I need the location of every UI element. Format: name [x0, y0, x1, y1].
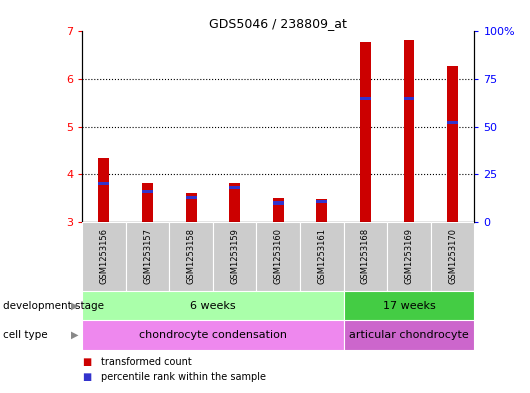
Bar — [82, 320, 343, 350]
Bar — [257, 222, 300, 291]
Bar — [300, 222, 343, 291]
Bar — [447, 66, 458, 222]
Bar — [343, 291, 474, 320]
Text: GSM1253168: GSM1253168 — [361, 228, 370, 285]
Bar — [142, 183, 153, 222]
Bar — [431, 222, 474, 291]
Title: GDS5046 / 238809_at: GDS5046 / 238809_at — [209, 17, 347, 30]
Bar — [343, 222, 387, 291]
Bar — [99, 182, 109, 185]
Text: transformed count: transformed count — [101, 356, 191, 367]
Text: GSM1253159: GSM1253159 — [230, 228, 239, 285]
Bar — [273, 198, 284, 222]
Text: ▶: ▶ — [71, 330, 78, 340]
Text: GSM1253161: GSM1253161 — [317, 228, 326, 285]
Bar — [213, 222, 257, 291]
Bar — [186, 196, 197, 199]
Bar — [447, 121, 458, 125]
Bar — [229, 183, 240, 222]
Bar — [169, 222, 213, 291]
Text: GSM1253156: GSM1253156 — [100, 228, 109, 285]
Text: 17 weeks: 17 weeks — [383, 301, 435, 310]
Bar — [403, 97, 414, 100]
Text: chondrocyte condensation: chondrocyte condensation — [139, 330, 287, 340]
Bar — [126, 222, 169, 291]
Text: ■: ■ — [82, 356, 91, 367]
Text: GSM1253170: GSM1253170 — [448, 228, 457, 285]
Text: percentile rank within the sample: percentile rank within the sample — [101, 372, 266, 382]
Text: cell type: cell type — [3, 330, 47, 340]
Bar — [229, 186, 240, 189]
Text: articular chondrocyte: articular chondrocyte — [349, 330, 469, 340]
Bar — [316, 199, 328, 222]
Bar — [360, 97, 371, 100]
Bar — [142, 190, 153, 193]
Bar — [387, 222, 431, 291]
Bar — [82, 222, 126, 291]
Bar — [360, 42, 371, 222]
Bar — [316, 200, 328, 203]
Bar — [403, 40, 414, 222]
Text: development stage: development stage — [3, 301, 104, 310]
Text: ■: ■ — [82, 372, 91, 382]
Text: GSM1253169: GSM1253169 — [404, 228, 413, 285]
Text: GSM1253157: GSM1253157 — [143, 228, 152, 285]
Bar — [99, 158, 109, 222]
Bar — [186, 193, 197, 222]
Bar — [82, 291, 343, 320]
Text: GSM1253160: GSM1253160 — [274, 228, 282, 285]
Text: 6 weeks: 6 weeks — [190, 301, 236, 310]
Text: GSM1253158: GSM1253158 — [187, 228, 196, 285]
Bar — [273, 202, 284, 204]
Bar — [343, 320, 474, 350]
Text: ▶: ▶ — [71, 301, 78, 310]
